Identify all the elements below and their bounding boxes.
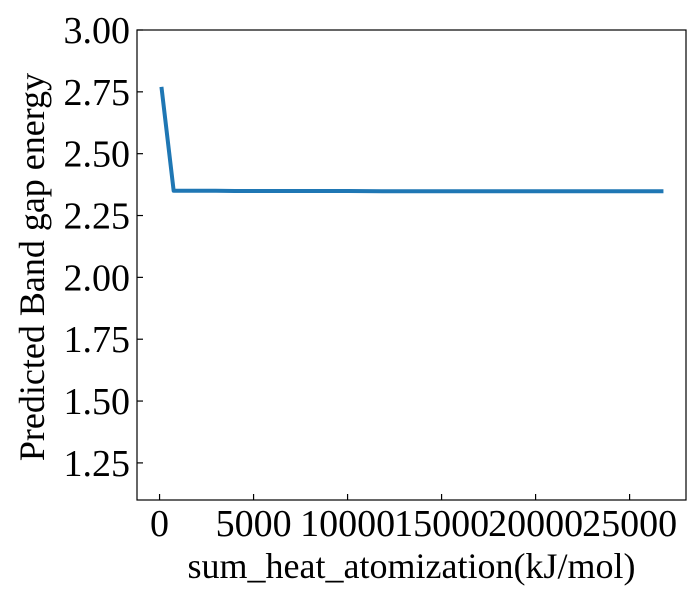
y-tick-label: 1.25 — [64, 443, 131, 485]
x-axis-label: sum_heat_atomization(kJ/mol) — [188, 546, 636, 586]
y-axis-label: Predicted Band gap energy — [12, 73, 52, 461]
y-axis-ticks: 1.25 1.50 1.75 2.00 2.25 2.50 2.75 3.00 — [64, 10, 143, 485]
y-tick-label: 3.00 — [64, 10, 131, 52]
x-tick-label: 5000 — [216, 503, 292, 545]
plot-frame — [136, 29, 687, 501]
y-tick-label: 2.50 — [64, 134, 131, 176]
y-tick-label: 1.50 — [64, 381, 131, 423]
plot-area — [159, 86, 664, 194]
y-tick-label: 2.00 — [64, 257, 131, 299]
y-tick-label: 2.75 — [64, 72, 131, 114]
x-tick-label: 15000 — [394, 503, 489, 545]
series-line-0 — [159, 86, 664, 194]
x-tick-label: 25000 — [582, 503, 677, 545]
x-axis-ticks: 0 5000 10000 15000 20000 25000 — [150, 494, 677, 545]
y-tick-label: 2.25 — [64, 196, 131, 238]
x-tick-label: 10000 — [300, 503, 395, 545]
x-tick-label: 0 — [150, 503, 169, 545]
x-tick-label: 20000 — [488, 503, 583, 545]
y-tick-label: 1.75 — [64, 319, 131, 361]
